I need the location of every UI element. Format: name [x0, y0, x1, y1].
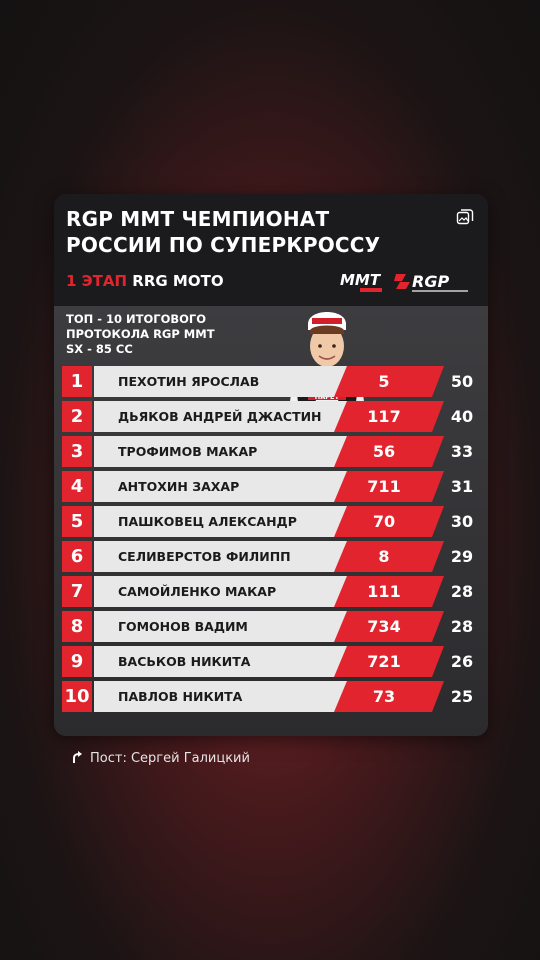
stage-series: RRG MOTO — [127, 272, 224, 290]
result-row: 3 ТРОФИМОВ МАКАР 56 33 — [62, 436, 482, 467]
name-bar — [94, 506, 356, 537]
post-attribution[interactable]: Пост: Сергей Галицкий — [68, 748, 250, 768]
position-badge: 5 — [62, 506, 92, 537]
position-badge: 1 — [62, 366, 92, 397]
result-row: 10 ПАВЛОВ НИКИТА 73 25 — [62, 681, 482, 712]
points-value: 33 — [450, 442, 474, 461]
subtitle-line-1: ТОП - 10 ИТОГОВОГО — [66, 312, 207, 326]
position-badge: 4 — [62, 471, 92, 502]
position-badge: 2 — [62, 401, 92, 432]
race-number: 721 — [367, 652, 401, 671]
result-row: 1 ПЕХОТИН ЯРОСЛАВ 5 50 — [62, 366, 482, 397]
result-row: 4 АНТОХИН ЗАХАР 711 31 — [62, 471, 482, 502]
name-bar — [94, 646, 356, 677]
rider-name: ПЕХОТИН ЯРОСЛАВ — [118, 374, 260, 389]
subtitle-line-3: SX - 85 CC — [66, 342, 133, 356]
race-number: 111 — [367, 582, 401, 601]
name-bar — [94, 366, 356, 397]
subtitle-line-2: ПРОТОКОЛА RGP MMT — [66, 327, 215, 341]
name-bar — [94, 541, 356, 572]
race-number: 711 — [367, 477, 401, 496]
points-value: 25 — [450, 687, 474, 706]
name-bar — [94, 576, 356, 607]
stage-label: 1 ЭТАП RRG MOTO — [66, 272, 224, 290]
points-value: 30 — [450, 512, 474, 531]
sponsor-logos: MMT RGP — [340, 268, 480, 296]
stripe-decoration — [416, 436, 444, 467]
position-badge: 6 — [62, 541, 92, 572]
result-row: 7 САМОЙЛЕНКО МАКАР 111 28 — [62, 576, 482, 607]
rider-name: ДЬЯКОВ АНДРЕЙ ДЖАСТИН — [118, 409, 322, 424]
result-row: 2 ДЬЯКОВ АНДРЕЙ ДЖАСТИН 117 40 — [62, 401, 482, 432]
result-row: 9 ВАСЬКОВ НИКИТА 721 26 — [62, 646, 482, 677]
rgp-logo: RGP — [394, 272, 468, 292]
points-value: 50 — [450, 372, 474, 391]
stage-number: 1 ЭТАП — [66, 272, 128, 290]
title-line-2: РОССИИ ПО СУПЕРКРОССУ — [66, 233, 381, 257]
name-bar — [94, 681, 356, 712]
post-author-label: Пост: Сергей Галицкий — [90, 750, 250, 766]
points-value: 40 — [450, 407, 474, 426]
position-badge: 9 — [62, 646, 92, 677]
points-value: 26 — [450, 652, 474, 671]
race-number: 70 — [372, 512, 396, 531]
stripe-decoration — [416, 611, 444, 642]
card-header — [54, 194, 488, 306]
card-title: RGP MMT ЧЕМПИОНАТ РОССИИ ПО СУПЕРКРОССУ — [66, 206, 446, 258]
result-row: 8 ГОМОНОВ ВАДИМ 734 28 — [62, 611, 482, 642]
race-number: 734 — [367, 617, 401, 636]
position-badge: 3 — [62, 436, 92, 467]
stripe-decoration — [416, 366, 444, 397]
race-number: 5 — [378, 372, 390, 391]
mmt-logo: MMT — [340, 271, 382, 292]
name-bar — [94, 611, 356, 642]
stripe-decoration — [416, 541, 444, 572]
svg-text:MMT: MMT — [340, 271, 382, 289]
rider-name: ТРОФИМОВ МАКАР — [118, 444, 258, 459]
stripe-decoration — [416, 576, 444, 607]
race-number: 8 — [378, 547, 390, 566]
rider-name: ГОМОНОВ ВАДИМ — [118, 619, 248, 634]
rider-name: АНТОХИН ЗАХАР — [118, 479, 240, 494]
position-badge: 10 — [62, 681, 92, 712]
stripe-decoration — [416, 646, 444, 677]
results-card[interactable]: RGP MMT ЧЕМПИОНАТ РОССИИ ПО СУПЕРКРОССУ … — [54, 194, 488, 736]
stripe-decoration — [416, 506, 444, 537]
points-value: 31 — [450, 477, 474, 496]
points-value: 28 — [450, 582, 474, 601]
name-bar — [94, 471, 356, 502]
result-row: 6 СЕЛИВЕРСТОВ ФИЛИПП 8 29 — [62, 541, 482, 572]
svg-text:HAPEY: HAPEY — [315, 393, 340, 401]
points-value: 28 — [450, 617, 474, 636]
rider-name: САМОЙЛЕНКО МАКАР — [118, 584, 277, 599]
rider-name: СЕЛИВЕРСТОВ ФИЛИПП — [118, 549, 291, 564]
name-bar — [94, 436, 356, 467]
rider-name: ВАСЬКОВ НИКИТА — [118, 654, 251, 669]
race-number: 56 — [372, 442, 396, 461]
svg-text:RGP: RGP — [412, 272, 449, 291]
race-number: 73 — [372, 687, 396, 706]
rider-name: ПАВЛОВ НИКИТА — [118, 689, 243, 704]
result-row: 5 ПАШКОВЕЦ АЛЕКСАНДР 70 30 — [62, 506, 482, 537]
stripe-decoration — [416, 401, 444, 432]
title-line-1: RGP MMT ЧЕМПИОНАТ — [66, 207, 330, 231]
race-number: 117 — [367, 407, 401, 426]
position-badge: 7 — [62, 576, 92, 607]
stripe-decoration — [416, 681, 444, 712]
share-icon — [73, 751, 82, 763]
position-badge: 8 — [62, 611, 92, 642]
stripe-decoration — [416, 471, 444, 502]
gallery-icon[interactable] — [456, 208, 474, 226]
points-value: 29 — [450, 547, 474, 566]
name-bar — [94, 401, 356, 432]
protocol-subtitle: ТОП - 10 ИТОГОВОГО ПРОТОКОЛА RGP MMT SX … — [66, 312, 266, 357]
rider-name: ПАШКОВЕЦ АЛЕКСАНДР — [118, 514, 297, 529]
